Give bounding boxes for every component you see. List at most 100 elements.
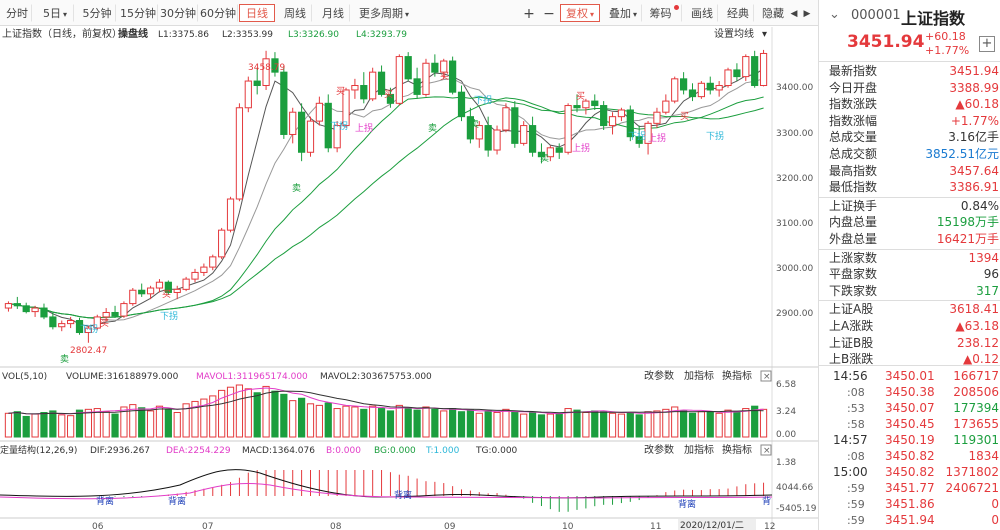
candle <box>671 78 679 102</box>
volume-bar <box>306 403 315 438</box>
volume-bar <box>262 385 270 438</box>
volume-bar <box>4 412 13 438</box>
divider <box>819 300 1000 302</box>
tick-price: 3451.94 <box>885 513 935 527</box>
stat-value: 1394 <box>968 250 999 265</box>
stat-value: 3451.94 <box>949 64 999 78</box>
zoom-in-button[interactable]: + <box>523 6 535 22</box>
candle <box>573 105 581 109</box>
kline-svg[interactable]: 上证指数（日线，前复权） 操盘线 L1:3375.86 L2:3353.99 L… <box>0 27 818 530</box>
date-cursor-label: 2020/12/01/二 <box>680 521 744 530</box>
overlay-label: 叠加 <box>608 7 631 20</box>
candle <box>4 303 13 309</box>
candle <box>653 111 661 124</box>
chips-button[interactable]: 筹码 <box>646 4 682 22</box>
close-icon: × <box>763 372 771 382</box>
tick-price: 3450.07 <box>885 401 935 415</box>
macd-dif-value: DIF:2936.267 <box>90 446 150 456</box>
candle <box>449 60 457 93</box>
macd-tg-value: TG:0.000 <box>475 446 518 456</box>
candle <box>218 229 226 258</box>
macd-histogram-group <box>114 470 765 512</box>
volume-switch-indicator-button[interactable]: 换指标 <box>722 369 752 382</box>
volume-bar <box>502 408 510 438</box>
kline-chart-area[interactable]: 上证指数（日线，前复权） 操盘线 L1:3375.86 L2:3353.99 L… <box>0 27 818 530</box>
stat-label: 上A涨跌 <box>829 319 874 333</box>
hide-button[interactable]: 隐藏 <box>762 7 784 20</box>
stat-label: 上涨家数 <box>829 250 878 265</box>
volume-bar <box>226 386 235 438</box>
tick-row: 14:56 3450.01 166717 <box>819 368 1000 385</box>
period-tab-5day[interactable]: 5日 ▾ <box>36 4 74 22</box>
adjust-dropdown[interactable]: 复权 ▾ <box>560 4 600 22</box>
overlay-dropdown[interactable]: 叠加 ▾ <box>604 4 642 22</box>
volume-bar <box>431 408 439 438</box>
nav-right-icon[interactable]: ▶ <box>803 9 811 19</box>
tick-price: 3451.86 <box>885 497 935 511</box>
volume-bar <box>146 410 155 438</box>
tick-time: :59 <box>847 514 865 527</box>
volume-bar <box>31 413 39 438</box>
period-tab-monthly[interactable]: 月线 <box>316 4 350 22</box>
candle <box>582 100 590 109</box>
candle <box>733 69 741 78</box>
buy-signal: 买 <box>680 111 689 122</box>
chevron-down-icon: ▾ <box>762 29 767 40</box>
tick-volume: 173655 <box>953 417 999 431</box>
tick-volume: 208506 <box>953 385 999 399</box>
chevron-down-icon[interactable]: ⌄ <box>829 7 840 22</box>
stat-value: ▲60.18 <box>955 97 999 112</box>
nav-left-icon[interactable]: ◀ <box>790 9 798 19</box>
period-tab-weekly[interactable]: 周线 <box>278 4 312 22</box>
stat-value: 238.12 <box>957 335 999 350</box>
add-watchlist-button[interactable]: + <box>979 36 995 52</box>
volume-bar <box>591 410 599 438</box>
volume-edit-params-button[interactable]: 改参数 <box>644 369 674 382</box>
period-tab-intraday[interactable]: 分时 <box>2 4 32 22</box>
period-tab-60min[interactable]: 60分钟 <box>198 4 238 22</box>
period-tab-30min[interactable]: 30分钟 <box>158 4 198 22</box>
more-periods-dropdown[interactable]: 更多周期 ▾ <box>354 4 414 22</box>
volume-bar <box>564 408 572 438</box>
volume-bar <box>733 411 741 438</box>
time-tick: 06 <box>92 522 104 530</box>
period-tab-5min[interactable]: 5分钟 <box>78 4 116 22</box>
volume-bar <box>120 406 128 438</box>
tick-time: 15:00 <box>833 465 868 479</box>
candle <box>537 151 546 158</box>
volume-bar <box>182 403 190 438</box>
time-tick: 07 <box>202 522 213 530</box>
tick-row: 14:57 3450.19 119301 <box>819 432 1000 449</box>
volume-bar <box>555 412 563 438</box>
candle <box>520 125 528 144</box>
volume-bar <box>13 411 21 438</box>
period-tab-15min[interactable]: 15分钟 <box>118 4 158 22</box>
macd-add-indicator-button[interactable]: 加指标 <box>684 443 714 456</box>
volume-close-button[interactable] <box>760 370 772 382</box>
draw-line-button[interactable]: 画线 <box>686 4 718 22</box>
stat-row: 总成交额 3852.51亿元 <box>819 146 1000 163</box>
stat-label: 最新指数 <box>829 64 878 78</box>
volume-bar <box>600 411 608 438</box>
macd-switch-indicator-button[interactable]: 换指标 <box>722 443 752 456</box>
period-tab-daily[interactable]: 日线 <box>239 4 275 22</box>
macd-close-button[interactable] <box>760 444 772 456</box>
macd-edit-params-button[interactable]: 改参数 <box>644 443 674 456</box>
classic-button[interactable]: 经典 <box>722 4 754 22</box>
volume-bar <box>653 410 661 438</box>
ma-settings-button[interactable]: 设置均线 <box>714 27 754 40</box>
time-tick: 12 <box>764 522 775 530</box>
more-periods-label: 更多周期 <box>358 7 403 20</box>
volume-bar <box>395 404 403 438</box>
volume-add-indicator-button[interactable]: 加指标 <box>684 369 714 382</box>
zoom-out-button[interactable]: − <box>543 6 555 22</box>
volume-bar <box>422 406 430 438</box>
candle <box>280 71 288 135</box>
stat-row: 上证B股 238.12 <box>819 335 1000 352</box>
volume-bar <box>537 414 546 438</box>
stat-row: 最新指数 3451.94 <box>819 63 1000 80</box>
volume-bar <box>413 409 421 438</box>
time-tick: 09 <box>444 522 456 530</box>
candle <box>253 80 261 87</box>
down-break-signal: 下拐 <box>628 130 646 142</box>
